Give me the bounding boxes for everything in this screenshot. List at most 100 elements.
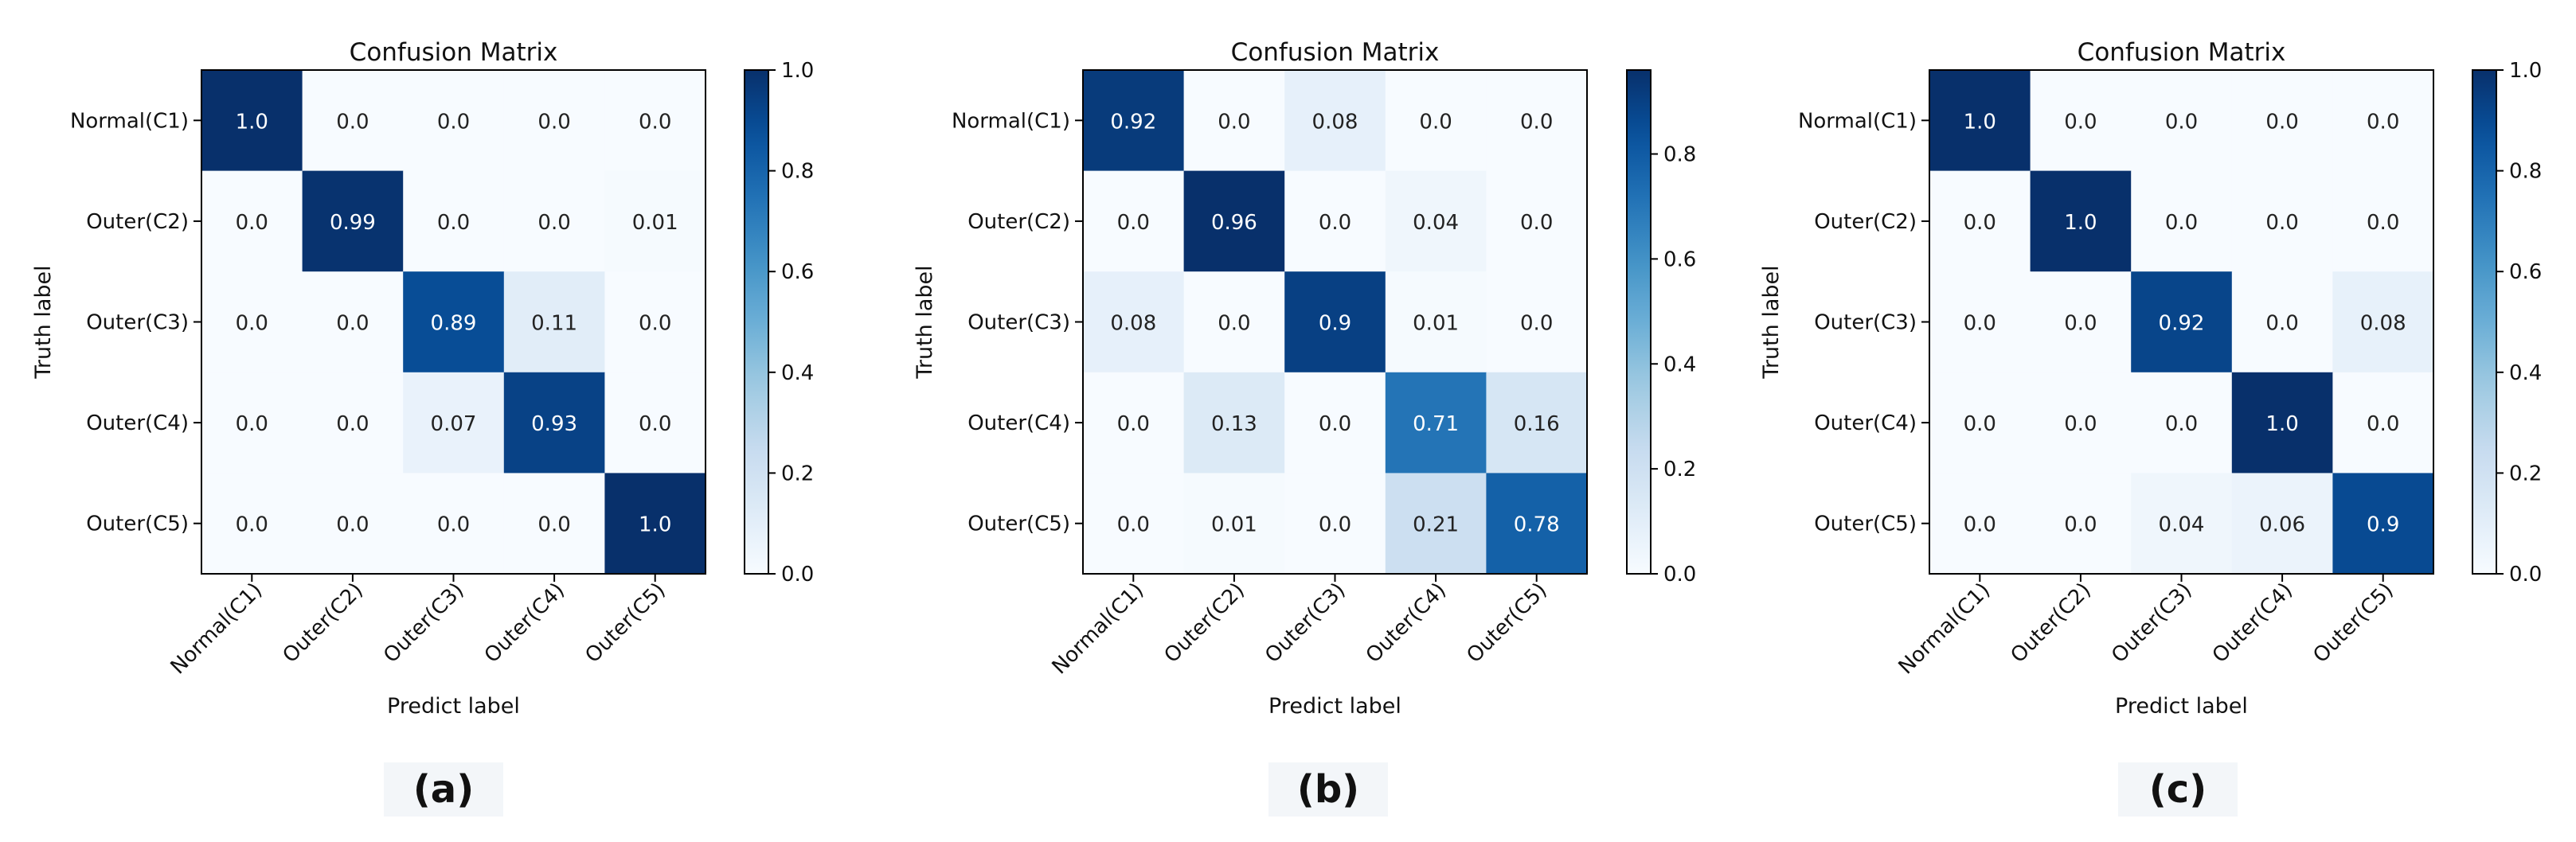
cell-value-label: 0.0 — [537, 110, 570, 134]
heatmap-cell — [604, 170, 706, 272]
cell-value-label: 0.0 — [2367, 211, 2399, 235]
y-axis-label: Truth label — [1759, 265, 1784, 379]
y-tick-label: Outer(C2) — [967, 210, 1070, 234]
cell-value-label: 0.0 — [1218, 312, 1250, 336]
cell-value-label: 1.0 — [1964, 110, 1996, 134]
cell-value-label: 0.07 — [431, 412, 477, 436]
cell-value-label: 0.0 — [437, 110, 470, 134]
x-axis-label: Predict label — [1268, 694, 1401, 719]
cell-value-label: 0.0 — [2367, 412, 2399, 436]
heatmap-cell — [1083, 473, 1185, 575]
cell-value-label: 0.16 — [1514, 412, 1560, 436]
heatmap-cell — [1486, 473, 1588, 575]
cell-value-label: 0.0 — [1117, 513, 1150, 537]
heatmap-cell — [201, 70, 303, 172]
heatmap-cell — [503, 70, 605, 172]
heatmap-cell — [302, 170, 404, 272]
colorbar-tick-label: 0.6 — [781, 260, 814, 284]
colorbar-tick-label: 0.4 — [1663, 353, 1696, 376]
heatmap-cell — [2030, 170, 2132, 272]
cell-value-label: 0.0 — [437, 513, 470, 537]
x-axis-label: Predict label — [2115, 694, 2248, 719]
heatmap-cell — [1929, 271, 2031, 373]
heatmap-cell — [2332, 372, 2434, 474]
heatmap-cell — [403, 271, 505, 373]
cell-value-label: 0.0 — [336, 412, 369, 436]
heatmap-cell — [403, 170, 505, 272]
cell-value-label: 0.0 — [1319, 513, 1351, 537]
y-tick-label: Outer(C5) — [967, 513, 1070, 536]
cell-value-label: 0.78 — [1514, 513, 1560, 537]
heatmap-cell — [2131, 70, 2233, 172]
cell-value-label: 0.13 — [1211, 412, 1257, 436]
x-tick-label: Outer(C2) — [1160, 579, 1249, 668]
colorbar-tick-label: 0.2 — [1663, 458, 1696, 481]
heatmap-cell — [2332, 473, 2434, 575]
x-tick-label: Normal(C1) — [166, 579, 268, 680]
cell-value-label: 0.0 — [236, 412, 268, 436]
heatmap-cell — [1284, 170, 1386, 272]
cell-value-label: 1.0 — [2064, 211, 2097, 235]
cell-value-label: 0.0 — [1964, 211, 1996, 235]
cell-value-label: 0.0 — [1218, 110, 1250, 134]
y-tick-label: Outer(C4) — [86, 411, 189, 435]
colorbar-tick-label: 1.0 — [2509, 59, 2542, 83]
heatmap-cell — [2332, 170, 2434, 272]
cell-value-label: 0.96 — [1211, 211, 1257, 235]
heatmap-cell — [403, 70, 505, 172]
x-tick-label: Outer(C5) — [580, 579, 670, 668]
heatmap-cell — [1385, 372, 1487, 474]
cell-value-label: 0.11 — [531, 312, 577, 336]
heatmap-cell — [604, 372, 706, 474]
heatmap-cell — [302, 372, 404, 474]
panel-caption-a: (a) — [384, 762, 503, 817]
cell-value-label: 0.92 — [1110, 110, 1156, 134]
heatmap-cell — [1284, 70, 1386, 172]
heatmap-cell — [1183, 372, 1285, 474]
heatmap-cell — [1083, 372, 1185, 474]
y-axis-label: Truth label — [913, 265, 937, 379]
y-tick-label: Normal(C1) — [952, 109, 1070, 133]
x-tick-label: Outer(C5) — [1462, 579, 1551, 668]
y-tick-label: Outer(C3) — [86, 311, 189, 335]
cell-value-label: 0.01 — [632, 211, 678, 235]
cell-value-label: 0.04 — [1413, 211, 1459, 235]
heatmap-cell — [2030, 372, 2132, 474]
y-tick-label: Outer(C3) — [967, 311, 1070, 335]
x-tick-label: Outer(C3) — [2107, 579, 2196, 668]
colorbar-tick-label: 0.8 — [1663, 143, 1696, 167]
colorbar-tick-label: 1.0 — [781, 59, 814, 83]
y-tick-label: Outer(C3) — [1814, 311, 1917, 335]
colorbar-tick-label: 0.8 — [781, 160, 814, 184]
cell-value-label: 0.0 — [1319, 412, 1351, 436]
cell-value-label: 0.0 — [1964, 513, 1996, 537]
heatmap-cell — [302, 473, 404, 575]
cell-value-label: 0.0 — [336, 312, 369, 336]
heatmap-cell — [2231, 372, 2333, 474]
cell-value-label: 0.0 — [236, 513, 268, 537]
cell-value-label: 0.21 — [1413, 513, 1459, 537]
heatmap-cell — [1284, 473, 1386, 575]
heatmap-cell — [604, 271, 706, 373]
cell-value-label: 1.0 — [2265, 412, 2298, 436]
y-tick-label: Normal(C1) — [1798, 109, 1917, 133]
heatmap-cell — [201, 372, 303, 474]
cell-value-label: 0.0 — [1117, 211, 1150, 235]
cell-value-label: 0.08 — [2360, 312, 2406, 336]
x-tick-label: Outer(C4) — [1362, 579, 1451, 668]
cell-value-label: 0.0 — [1419, 110, 1452, 134]
y-tick-label: Normal(C1) — [70, 109, 189, 133]
heatmap-cell — [2231, 473, 2333, 575]
heatmap-cell — [1929, 170, 2031, 272]
colorbar-tick-label: 0.2 — [2509, 462, 2542, 485]
cell-value-label: 0.06 — [2259, 513, 2305, 537]
cell-value-label: 0.0 — [1520, 312, 1553, 336]
colorbar-tick-label: 0.6 — [1663, 248, 1696, 271]
cell-value-label: 0.0 — [336, 110, 369, 134]
heatmap-cell — [302, 70, 404, 172]
y-axis-label: Truth label — [31, 265, 56, 379]
confusion-matrix-panel-b: Confusion Matrix 0.92 0.0 0.08 0.0 0.0 0.0 0.96… — [913, 38, 1696, 719]
chart-title: Confusion Matrix — [1231, 38, 1440, 67]
heatmap-cell — [2332, 271, 2434, 373]
heatmap-cell — [1083, 70, 1185, 172]
